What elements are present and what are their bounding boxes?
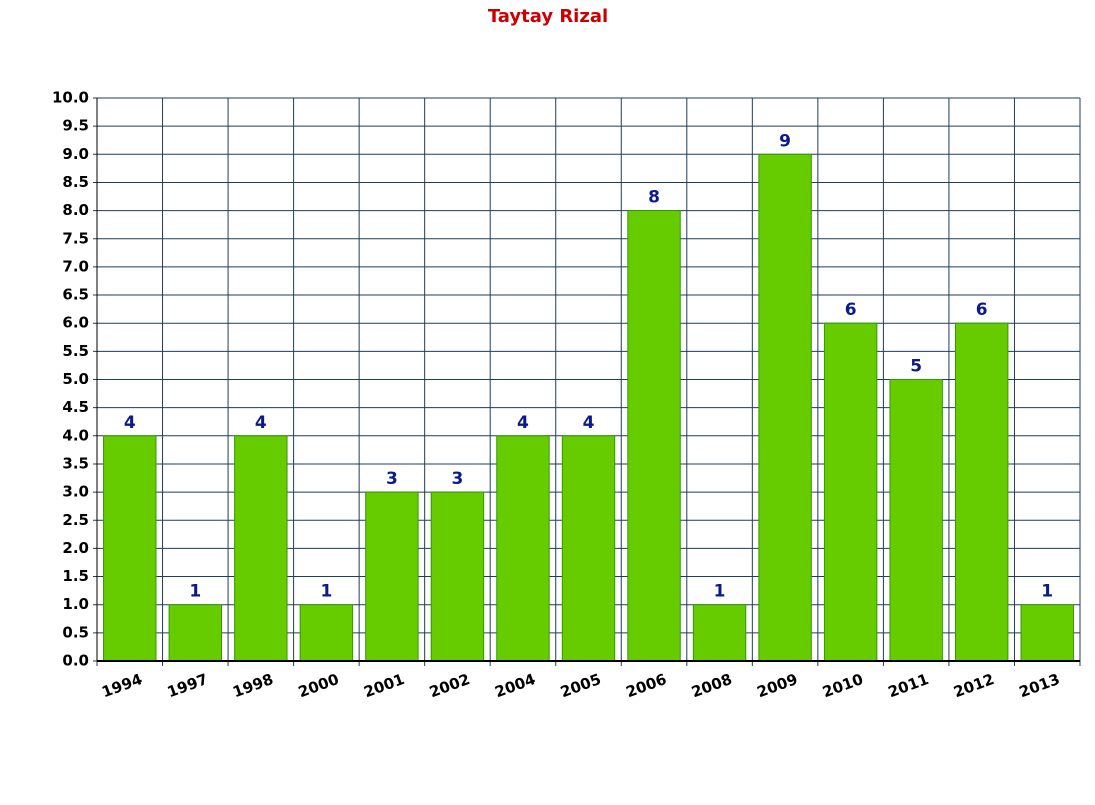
- value-label: 3: [452, 469, 464, 489]
- x-tick-label: 2010: [820, 670, 865, 701]
- value-label: 1: [189, 582, 201, 602]
- y-tick-label: 7.5: [62, 229, 89, 247]
- value-label: 4: [255, 413, 267, 433]
- x-tick-label: 2004: [492, 670, 537, 701]
- x-tick-label: 2002: [427, 670, 472, 701]
- x-tick-label: 2009: [755, 670, 800, 701]
- value-label: 9: [779, 131, 791, 151]
- y-tick-label: 5.5: [62, 342, 89, 360]
- y-tick-label: 2.5: [62, 511, 89, 529]
- value-label: 5: [910, 357, 922, 377]
- bar: [168, 604, 223, 662]
- bar: [758, 153, 812, 662]
- y-tick-label: 8.5: [62, 173, 89, 191]
- y-tick-label: 0.0: [62, 652, 89, 670]
- value-label: 3: [386, 469, 398, 489]
- bar: [103, 435, 157, 662]
- x-tick-label: 2006: [624, 670, 669, 701]
- x-tick-label: 2013: [1017, 670, 1062, 701]
- x-tick-label: 1997: [165, 670, 210, 701]
- y-tick-label: 7.0: [62, 257, 89, 275]
- x-tick-label: 2001: [361, 670, 406, 701]
- y-tick-label: 1.0: [62, 595, 89, 613]
- bar: [1020, 604, 1074, 662]
- x-tick-label: 1994: [99, 670, 144, 701]
- y-tick-label: 4.0: [62, 426, 89, 444]
- value-label: 1: [320, 582, 332, 602]
- x-tick-label: 2012: [951, 670, 996, 701]
- y-tick-label: 5.0: [62, 370, 89, 388]
- y-tick-label: 9.0: [62, 145, 89, 163]
- value-label: 4: [583, 413, 595, 433]
- bar: [365, 491, 419, 662]
- x-tick-label: 2000: [296, 670, 341, 701]
- value-label: 1: [1041, 582, 1053, 602]
- bar: [299, 604, 354, 662]
- value-label: 8: [648, 188, 660, 208]
- value-label: 6: [845, 300, 857, 320]
- x-tick-label: 2005: [558, 670, 603, 701]
- y-tick-label: 6.5: [62, 286, 89, 304]
- value-label: 1: [714, 582, 726, 602]
- bar: [889, 379, 943, 662]
- value-label: 4: [517, 413, 529, 433]
- y-tick-label: 0.5: [62, 623, 89, 641]
- y-tick-label: 10.0: [52, 89, 89, 107]
- bar: [430, 491, 485, 662]
- bar: [823, 322, 878, 662]
- y-tick-label: 9.5: [62, 117, 89, 135]
- chart-title: Taytay Rizal: [488, 6, 608, 27]
- bar: [627, 210, 681, 662]
- bar: [234, 435, 288, 662]
- bar: [561, 435, 616, 662]
- y-tick-label: 4.5: [62, 398, 89, 416]
- bar: [692, 604, 747, 662]
- y-tick-label: 3.5: [62, 454, 89, 472]
- x-tick-label: 2011: [886, 670, 931, 701]
- x-tick-label: 1998: [230, 670, 275, 701]
- value-label: 6: [976, 300, 988, 320]
- y-tick-label: 6.0: [62, 314, 89, 332]
- bar: [496, 435, 550, 662]
- value-label: 4: [124, 413, 136, 433]
- x-tick-label: 2008: [689, 670, 734, 701]
- y-tick-label: 3.0: [62, 483, 89, 501]
- y-tick-label: 1.5: [62, 567, 89, 585]
- y-tick-label: 8.0: [62, 201, 89, 219]
- y-tick-label: 2.0: [62, 539, 89, 557]
- bar: [954, 322, 1009, 662]
